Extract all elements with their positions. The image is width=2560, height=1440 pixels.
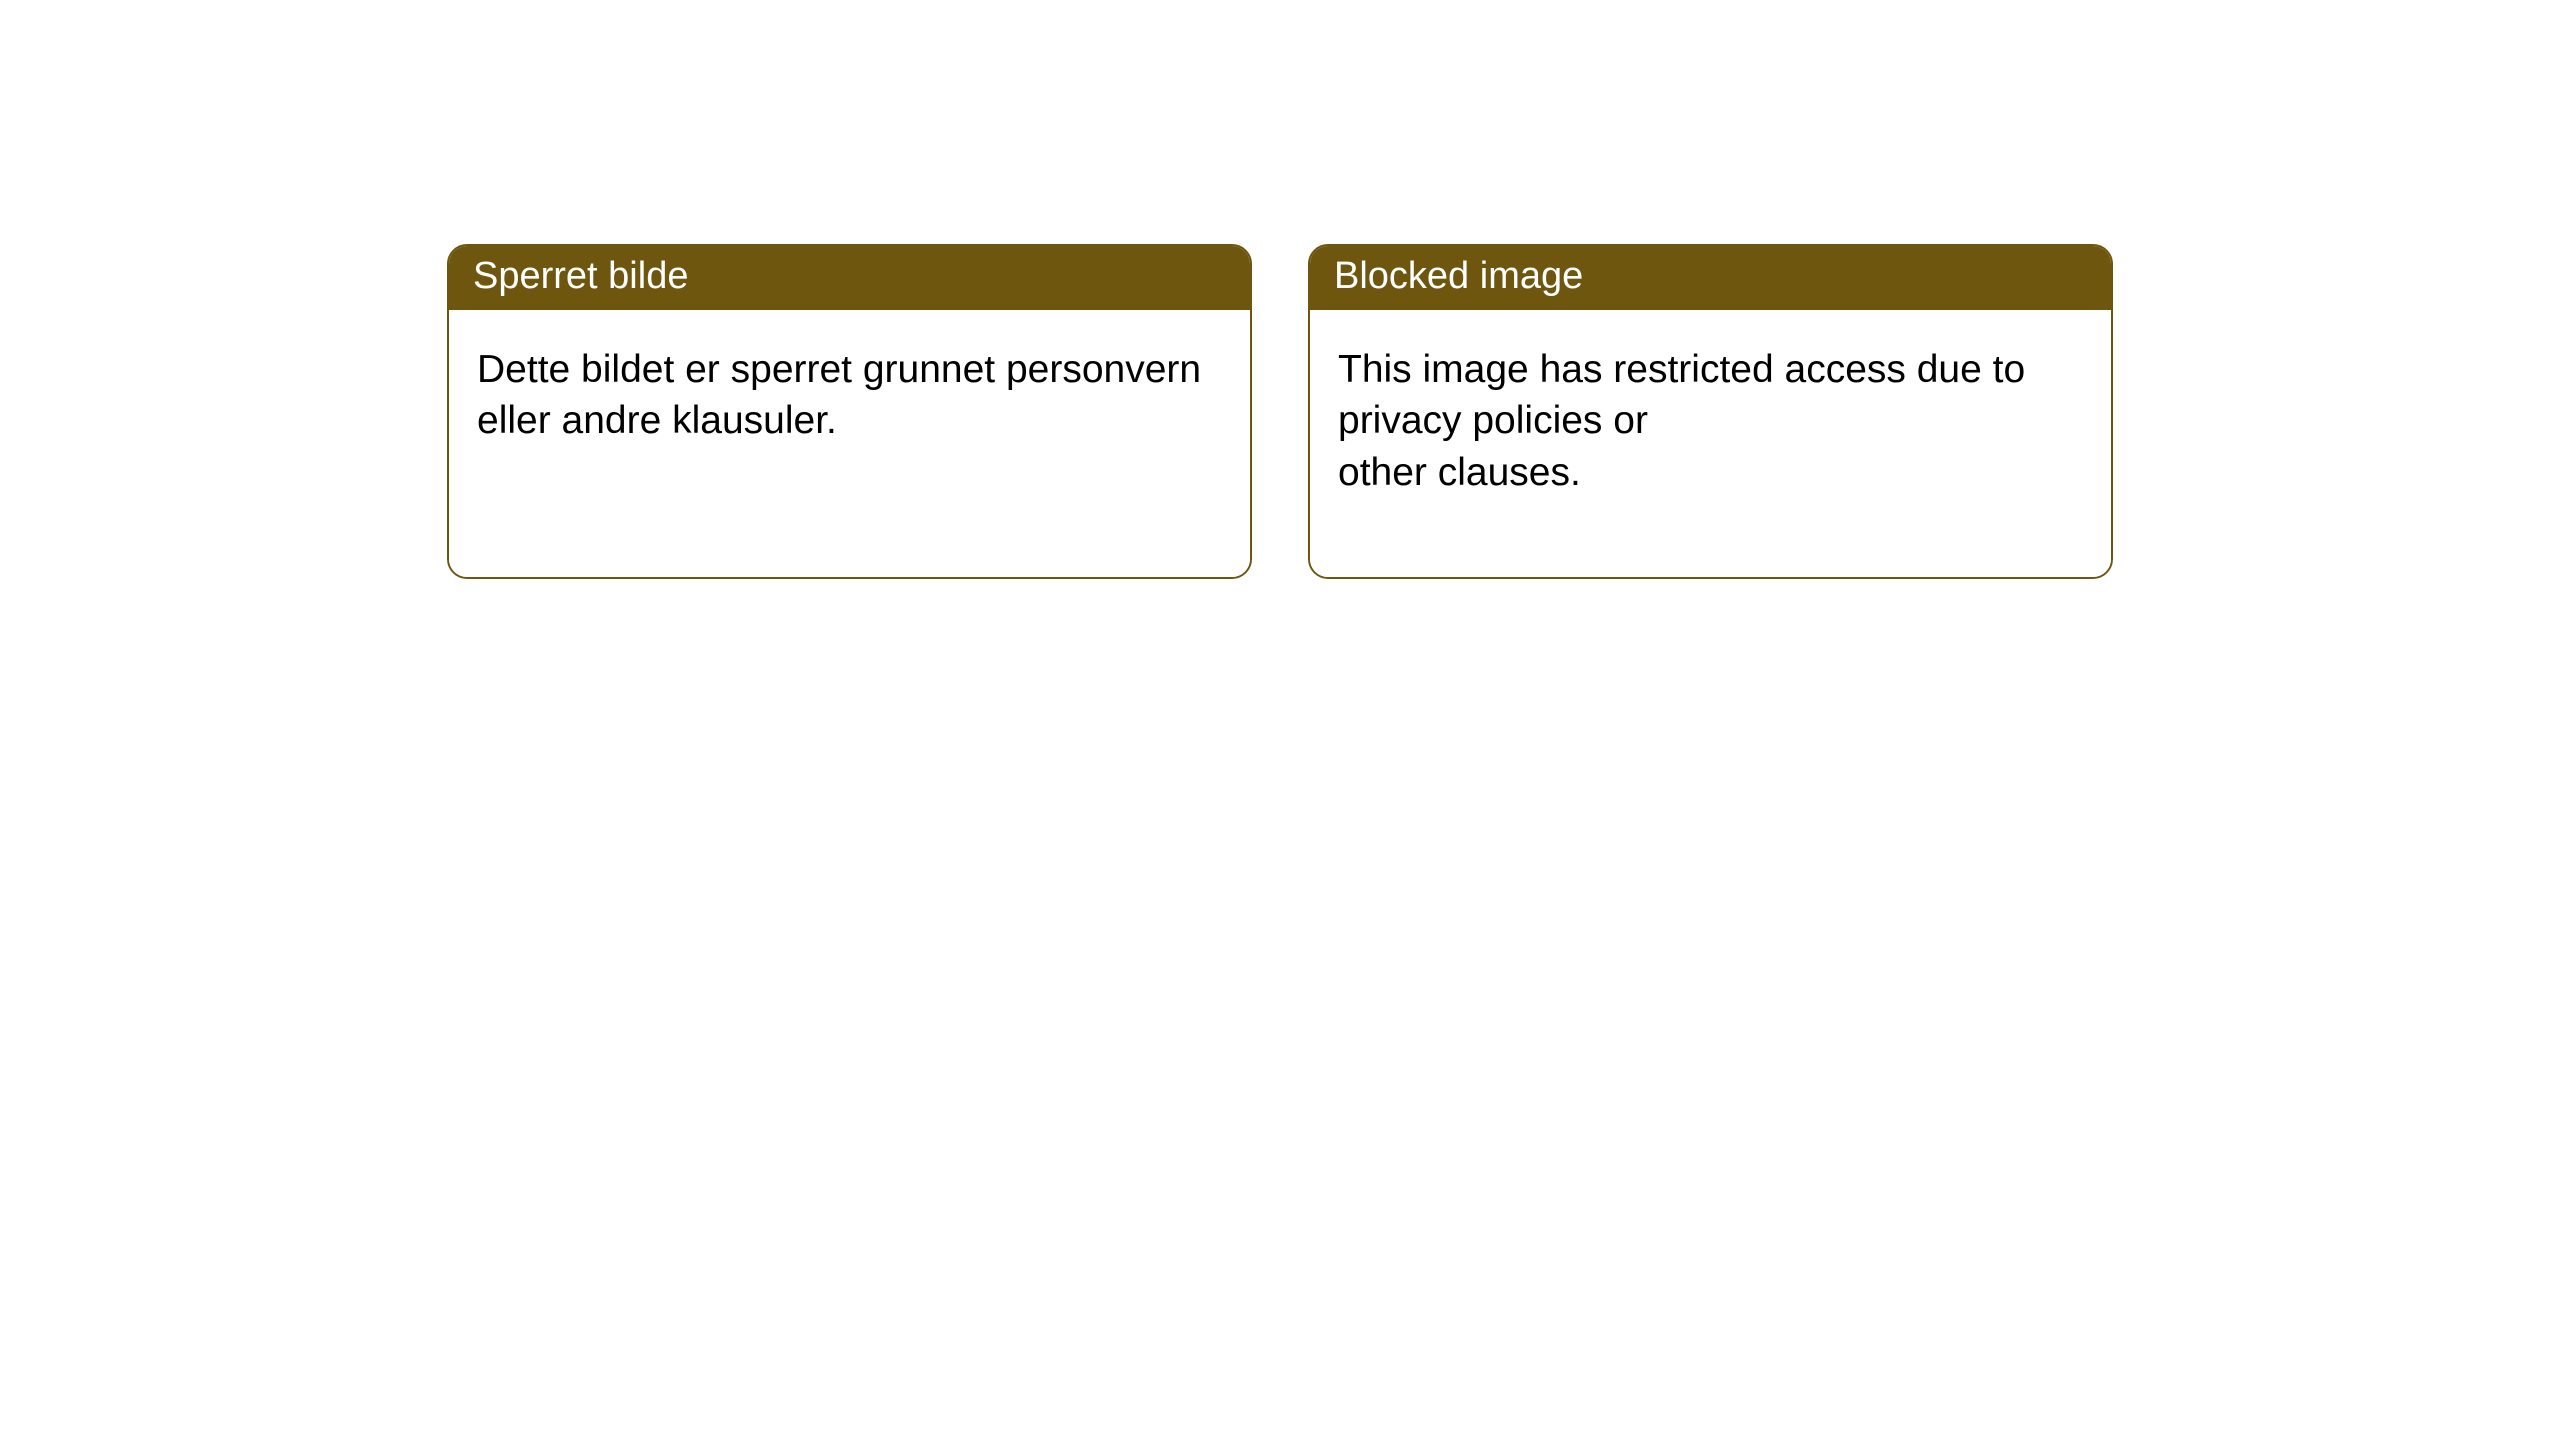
- blocked-image-card-no: Sperret bilde Dette bildet er sperret gr…: [447, 244, 1252, 579]
- card-container: Sperret bilde Dette bildet er sperret gr…: [0, 0, 2560, 579]
- card-body: Dette bildet er sperret grunnet personve…: [449, 310, 1250, 577]
- blocked-image-card-en: Blocked image This image has restricted …: [1308, 244, 2113, 579]
- card-body: This image has restricted access due to …: [1310, 310, 2111, 577]
- card-title: Blocked image: [1310, 246, 2111, 310]
- card-title: Sperret bilde: [449, 246, 1250, 310]
